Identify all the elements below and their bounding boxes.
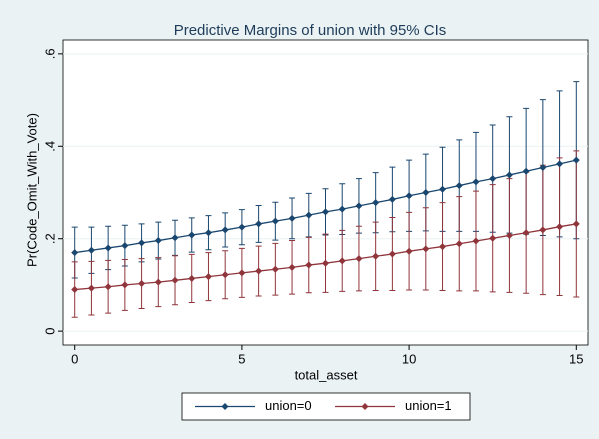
marker bbox=[405, 192, 413, 200]
marker bbox=[154, 278, 162, 286]
legend-label: union=0 bbox=[265, 398, 312, 413]
marker bbox=[322, 259, 329, 267]
marker bbox=[271, 217, 279, 225]
marker bbox=[539, 226, 547, 234]
marker bbox=[338, 205, 346, 213]
marker bbox=[556, 223, 564, 231]
marker bbox=[422, 189, 430, 196]
marker bbox=[338, 257, 346, 265]
marker bbox=[322, 208, 329, 216]
marker bbox=[305, 211, 313, 219]
marker bbox=[439, 243, 447, 251]
y-tick-label: .4 bbox=[42, 141, 57, 152]
chart-title: Predictive Margins of union with 95% CIs bbox=[174, 22, 447, 39]
marker bbox=[121, 281, 129, 289]
marker bbox=[104, 283, 112, 291]
marker bbox=[255, 220, 263, 228]
marker bbox=[71, 286, 79, 294]
x-tick-label: 15 bbox=[569, 351, 583, 366]
y-tick-label: 0 bbox=[42, 328, 57, 335]
marker bbox=[455, 240, 463, 248]
marker bbox=[455, 182, 463, 190]
marker bbox=[372, 252, 380, 260]
marker bbox=[87, 246, 95, 254]
x-tick-label: 10 bbox=[402, 351, 416, 366]
marker bbox=[505, 231, 513, 239]
x-tick-label: 5 bbox=[238, 351, 245, 366]
marker bbox=[71, 249, 79, 257]
marker bbox=[472, 178, 480, 186]
marker bbox=[355, 255, 363, 263]
y-axis-label: Pr(Code_Omit_With_Vote) bbox=[24, 113, 39, 267]
marker bbox=[204, 273, 212, 281]
marker bbox=[138, 239, 146, 247]
marker bbox=[221, 271, 229, 279]
marker bbox=[522, 229, 530, 237]
marker bbox=[154, 237, 162, 245]
marker bbox=[121, 242, 129, 250]
marker bbox=[522, 167, 530, 175]
legend-marker bbox=[221, 403, 229, 410]
y-tick-label: .2 bbox=[42, 233, 57, 244]
y-tick-label: .6 bbox=[42, 48, 57, 59]
marker bbox=[171, 276, 179, 284]
marker bbox=[505, 171, 513, 179]
marker bbox=[439, 185, 447, 193]
marker bbox=[539, 164, 547, 172]
x-tick-label: 0 bbox=[71, 351, 78, 366]
marker bbox=[556, 160, 564, 168]
marker bbox=[372, 199, 380, 207]
marker bbox=[388, 250, 396, 258]
legend-marker bbox=[361, 403, 369, 410]
marker bbox=[238, 269, 246, 277]
marker bbox=[388, 195, 396, 203]
marker bbox=[472, 237, 480, 245]
marker bbox=[405, 247, 413, 255]
marker bbox=[188, 231, 196, 239]
marker bbox=[305, 261, 313, 269]
marker bbox=[188, 274, 196, 282]
marker bbox=[489, 175, 497, 183]
marker bbox=[238, 223, 246, 231]
marker bbox=[171, 234, 179, 242]
legend-label: union=1 bbox=[405, 398, 452, 413]
marker bbox=[288, 263, 296, 271]
marker bbox=[87, 284, 95, 292]
marker bbox=[355, 202, 363, 210]
marker bbox=[271, 265, 279, 273]
marker bbox=[422, 245, 430, 253]
marker bbox=[138, 280, 146, 288]
marker bbox=[204, 229, 212, 237]
marker bbox=[288, 214, 296, 222]
marker bbox=[104, 244, 112, 252]
marker bbox=[255, 267, 263, 275]
x-axis-label: total_asset bbox=[295, 367, 358, 382]
marker bbox=[572, 156, 580, 164]
marker bbox=[221, 226, 229, 234]
marker bbox=[572, 220, 580, 228]
marker bbox=[489, 234, 497, 242]
